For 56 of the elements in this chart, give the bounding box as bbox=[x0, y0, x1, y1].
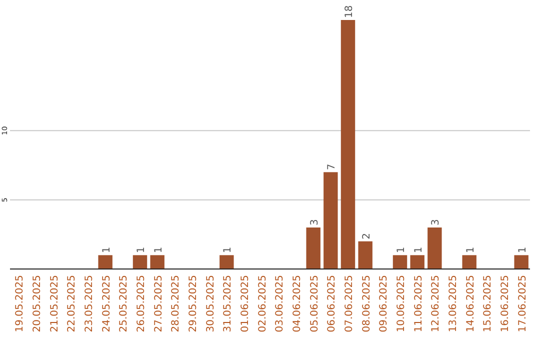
x-tick-label: 20.05.2025 bbox=[32, 275, 43, 332]
x-tick-label: 06.06.2025 bbox=[326, 275, 338, 332]
x-tick-label: 13.06.2025 bbox=[448, 275, 459, 332]
x-tick-label: 22.05.2025 bbox=[66, 275, 78, 332]
data-label: 7 bbox=[326, 164, 338, 170]
data-label: 18 bbox=[344, 5, 355, 18]
x-tick-label: 03.06.2025 bbox=[274, 275, 286, 332]
bar bbox=[220, 255, 234, 269]
x-tick-label: 15.06.2025 bbox=[482, 275, 494, 332]
bar bbox=[462, 255, 476, 269]
x-tick-label: 11.06.2025 bbox=[413, 275, 424, 332]
bar bbox=[358, 241, 372, 269]
x-tick-label: 01.06.2025 bbox=[240, 275, 251, 332]
data-label: 2 bbox=[361, 232, 372, 240]
x-tick-label: 07.06.2025 bbox=[344, 275, 355, 332]
x-tick-label: 28.05.2025 bbox=[170, 275, 182, 332]
x-tick-label: 27.05.2025 bbox=[153, 275, 164, 332]
x-tick-label: 31.05.2025 bbox=[222, 275, 234, 332]
x-tick-label: 10.06.2025 bbox=[396, 275, 407, 332]
bar bbox=[514, 255, 528, 269]
data-label: 1 bbox=[465, 246, 476, 254]
bar bbox=[306, 228, 320, 269]
x-tick-label: 26.05.2025 bbox=[136, 275, 147, 332]
data-label: 1 bbox=[136, 246, 147, 254]
bar bbox=[324, 172, 338, 269]
x-tick-label: 12.06.2025 bbox=[430, 275, 442, 332]
x-tick-label: 02.06.2025 bbox=[257, 275, 268, 332]
data-label: 3 bbox=[430, 219, 442, 226]
x-tick-label: 25.05.2025 bbox=[118, 275, 130, 332]
bar bbox=[392, 255, 408, 269]
x-tick-label: 05.06.2025 bbox=[309, 275, 320, 332]
bar bbox=[428, 228, 442, 269]
bar bbox=[410, 255, 424, 269]
bar bbox=[98, 255, 112, 269]
data-label: 1 bbox=[222, 246, 234, 254]
bar bbox=[132, 255, 148, 269]
x-tick-label: 19.05.2025 bbox=[14, 275, 26, 332]
x-tick-label: 24.05.2025 bbox=[101, 275, 112, 332]
x-tick-label: 09.06.2025 bbox=[378, 275, 390, 332]
x-tick-label: 21.05.2025 bbox=[49, 275, 60, 332]
bar bbox=[340, 20, 356, 269]
x-tick-label: 30.05.2025 bbox=[205, 275, 216, 332]
data-label: 1 bbox=[396, 246, 407, 254]
x-tick-label: 23.05.2025 bbox=[84, 275, 95, 332]
x-tick-label: 29.05.2025 bbox=[188, 275, 199, 332]
data-label: 1 bbox=[153, 246, 164, 254]
x-tick-label: 17.06.2025 bbox=[517, 275, 528, 332]
x-tick-label: 14.06.2025 bbox=[465, 275, 476, 332]
data-label: 1 bbox=[517, 246, 528, 254]
data-label: 3 bbox=[309, 219, 320, 226]
data-label: 1 bbox=[413, 246, 424, 254]
data-label: 1 bbox=[101, 246, 112, 254]
x-tick-label: 16.06.2025 bbox=[500, 275, 511, 332]
x-tick-label: 04.06.2025 bbox=[292, 275, 303, 332]
bar bbox=[150, 255, 164, 269]
x-tick-label: 08.06.2025 bbox=[361, 275, 372, 332]
